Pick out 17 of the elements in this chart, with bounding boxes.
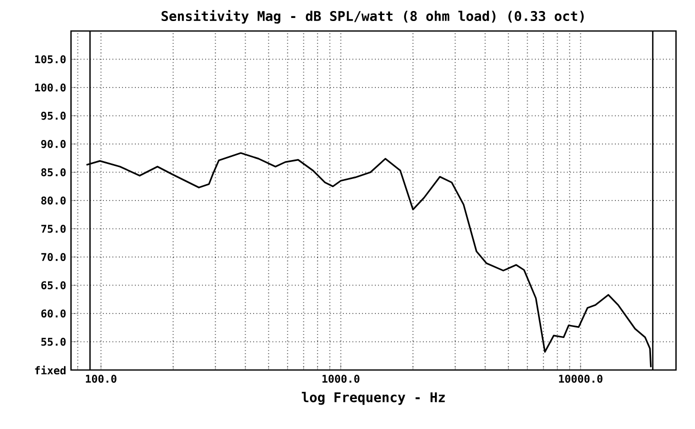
y-tick-label: 95.0 [41,112,66,120]
y-tick-label: 65.0 [41,281,66,290]
chart-title: Sensitivity Mag - dB SPL/watt (8 ohm load) (0.33 oct) [162,10,584,24]
x-tick-label: 10000.0 [559,374,602,383]
x-axis-title: log Frequency - Hz [302,392,445,405]
y-tick-label: 85.0 [41,168,66,176]
y-tick-label: fixed [35,366,66,374]
x-tick-label: 1000.0 [322,374,360,383]
y-tick-label: 70.0 [41,252,66,262]
y-tick-label: 75.0 [41,224,66,233]
x-tick-label: 100.0 [86,374,116,383]
y-tick-label: 100.0 [35,83,66,92]
y-tick-label: 80.0 [41,196,66,205]
y-tick-label: 90.0 [41,140,66,148]
y-tick-label: 105.0 [35,55,66,64]
y-tick-label: 60.0 [41,309,66,318]
y-tick-label: 55.0 [41,338,66,346]
